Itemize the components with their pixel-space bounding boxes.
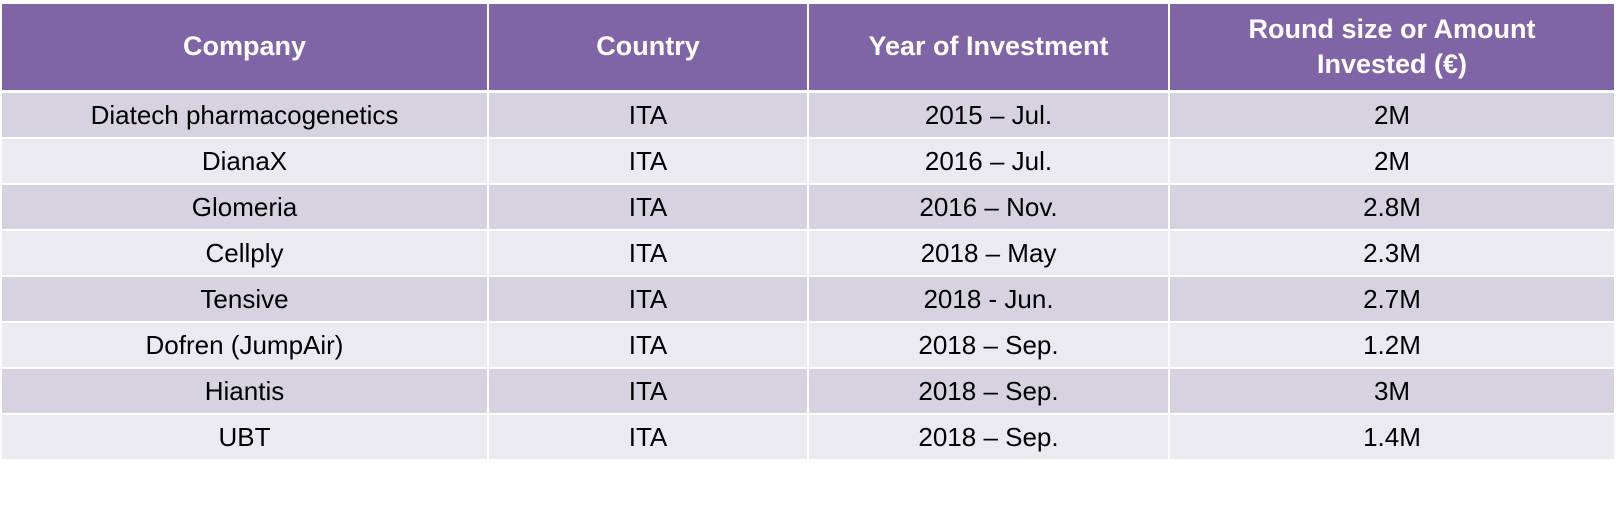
table-row: Diatech pharmacogenetics ITA 2015 – Jul. 2M: [0, 90, 1616, 139]
company-cell: DianaX: [0, 137, 489, 185]
country-cell: ITA: [487, 275, 809, 323]
company-cell: Dofren (JumpAir): [0, 321, 489, 369]
column-header-year: Year of Investment: [807, 0, 1170, 93]
company-cell: UBT: [0, 413, 489, 461]
table-row: Hiantis ITA 2018 – Sep. 3M: [0, 367, 1616, 415]
table-header: Company Country Year of Investment Round si…: [0, 0, 1616, 93]
year-cell: 2018 - Jun.: [807, 275, 1170, 323]
column-header-country: Country: [487, 0, 809, 93]
country-cell: ITA: [487, 183, 809, 231]
column-header-amount: Round size or Amount Invested (€): [1168, 0, 1616, 93]
country-cell: ITA: [487, 321, 809, 369]
year-cell: 2016 – Nov.: [807, 183, 1170, 231]
table-row: Glomeria ITA 2016 – Nov. 2.8M: [0, 183, 1616, 231]
table-row: Tensive ITA 2018 - Jun. 2.7M: [0, 275, 1616, 323]
company-cell: Hiantis: [0, 367, 489, 415]
column-header-company: Company: [0, 0, 489, 93]
year-cell: 2015 – Jul.: [807, 90, 1170, 139]
amount-cell: 2M: [1168, 137, 1616, 185]
table-row: Cellply ITA 2018 – May 2.3M: [0, 229, 1616, 277]
country-cell: ITA: [487, 137, 809, 185]
amount-cell: 2.3M: [1168, 229, 1616, 277]
table-body: Diatech pharmacogenetics ITA 2015 – Jul. 2M…: [0, 90, 1616, 461]
amount-cell: 2.7M: [1168, 275, 1616, 323]
amount-cell: 2.8M: [1168, 183, 1616, 231]
year-cell: 2018 – May: [807, 229, 1170, 277]
country-cell: ITA: [487, 229, 809, 277]
company-cell: Glomeria: [0, 183, 489, 231]
company-cell: Tensive: [0, 275, 489, 323]
company-cell: Diatech pharmacogenetics: [0, 90, 489, 139]
amount-cell: 1.2M: [1168, 321, 1616, 369]
year-cell: 2016 – Jul.: [807, 137, 1170, 185]
header-row: Company Country Year of Investment Round si…: [0, 0, 1616, 93]
table-row: UBT ITA 2018 – Sep. 1.4M: [0, 413, 1616, 461]
amount-cell: 3M: [1168, 367, 1616, 415]
country-cell: ITA: [487, 367, 809, 415]
table-row: Dofren (JumpAir) ITA 2018 – Sep. 1.2M: [0, 321, 1616, 369]
country-cell: ITA: [487, 90, 809, 139]
amount-cell: 2M: [1168, 90, 1616, 139]
amount-cell: 1.4M: [1168, 413, 1616, 461]
year-cell: 2018 – Sep.: [807, 413, 1170, 461]
company-cell: Cellply: [0, 229, 489, 277]
year-cell: 2018 – Sep.: [807, 321, 1170, 369]
table-row: DianaX ITA 2016 – Jul. 2M: [0, 137, 1616, 185]
country-cell: ITA: [487, 413, 809, 461]
year-cell: 2018 – Sep.: [807, 367, 1170, 415]
investments-table: Company Country Year of Investment Round si…: [0, 0, 1616, 461]
